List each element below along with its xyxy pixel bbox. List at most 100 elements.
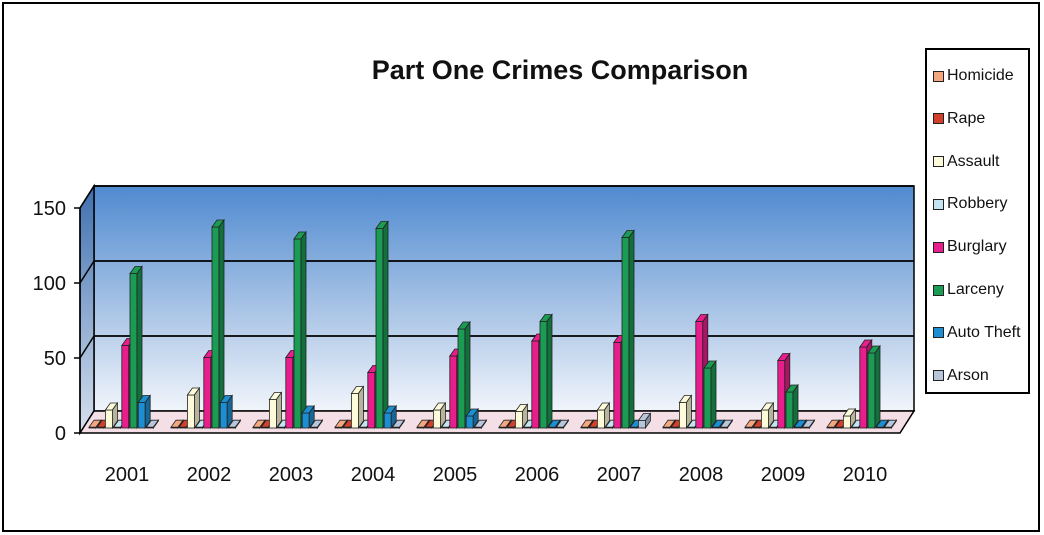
bar-side: [308, 404, 315, 430]
bar-front: [129, 273, 138, 429]
bar-side: [833, 418, 840, 430]
bar-side: [628, 229, 635, 430]
bar-front: [539, 321, 548, 429]
legend-item: Rape: [933, 109, 985, 129]
bar-front: [375, 228, 384, 429]
bar-side: [234, 418, 241, 430]
bar-side: [522, 403, 528, 430]
bar-side: [144, 394, 151, 430]
x-tick-label: 2007: [597, 464, 642, 486]
bar: [227, 418, 242, 430]
bar-front: [703, 367, 712, 429]
bar-side: [300, 230, 307, 430]
bar: [383, 404, 397, 430]
x-tick-label: 2008: [679, 464, 724, 486]
bar-side: [546, 313, 553, 430]
bar: [801, 418, 816, 430]
bar-front: [449, 355, 458, 429]
bar-front: [301, 412, 310, 429]
bar: [875, 418, 889, 430]
x-tick-label: 2001: [105, 464, 150, 486]
bar-front: [761, 409, 769, 429]
bar-side: [390, 404, 397, 430]
bar: [596, 401, 611, 430]
gridline-side: [79, 260, 95, 284]
bar: [293, 230, 307, 430]
bar: [104, 401, 119, 430]
bar-front: [211, 226, 220, 429]
bar: [555, 418, 570, 430]
bar: [621, 229, 635, 430]
x-tick-label: 2002: [187, 464, 232, 486]
bar: [334, 418, 348, 430]
legend-item: Assault: [933, 152, 999, 172]
bar: [473, 418, 488, 430]
bar-side: [152, 418, 159, 430]
bar-front: [531, 340, 540, 429]
bar: [145, 418, 160, 430]
x-tick-label: 2004: [351, 464, 396, 486]
bar-side: [669, 418, 676, 430]
bar-side: [505, 418, 512, 430]
bar-side: [563, 418, 569, 430]
bar-side: [554, 418, 561, 430]
bar: [498, 418, 512, 430]
bar-front: [785, 391, 794, 429]
bar: [211, 218, 225, 430]
bar: [547, 418, 561, 430]
bar-side: [316, 418, 323, 430]
legend: Homicide Rape Assault Robbery Burglary Larcen…: [925, 48, 1030, 394]
bar-front: [621, 237, 630, 429]
bar-side: [218, 218, 225, 430]
bar: [301, 404, 315, 430]
bar: [719, 418, 734, 430]
bar-side: [275, 391, 282, 430]
bar-side: [710, 359, 717, 430]
legend-label: Assault: [947, 152, 1000, 170]
legend-label: Larceny: [947, 281, 1004, 298]
bar-front: [613, 342, 622, 429]
bar: [268, 391, 283, 430]
bar-side: [645, 412, 651, 430]
bar: [350, 385, 365, 430]
bar: [129, 265, 143, 430]
y-tick-label: 0: [55, 423, 66, 445]
bar-front: [679, 402, 687, 429]
bar: [457, 320, 471, 430]
legend-swatch: [933, 370, 944, 382]
legend-item: Larceny: [933, 280, 1004, 300]
bar-side: [604, 401, 610, 430]
bar-side: [439, 401, 446, 430]
bar: [391, 418, 406, 430]
bar: [662, 418, 676, 430]
bar-front: [777, 360, 786, 429]
legend-label: Rape: [947, 109, 986, 127]
bar: [744, 418, 758, 430]
bar-side: [357, 385, 364, 430]
y-tick-label: 150: [33, 198, 66, 220]
bar-side: [193, 386, 200, 430]
bar-side: [95, 418, 102, 430]
legend-label: Burglary: [947, 238, 1007, 256]
bar: [514, 403, 529, 430]
bar: [785, 383, 799, 430]
bar-front: [285, 357, 294, 429]
gridline-side: [79, 185, 95, 209]
legend-item: Arson: [933, 366, 989, 386]
bar-side: [882, 418, 889, 430]
bar-front: [383, 412, 392, 429]
bar: [826, 418, 840, 430]
bar-front: [293, 238, 302, 429]
bar-side: [686, 394, 692, 430]
legend-item: Robbery: [933, 194, 1007, 214]
bar: [465, 407, 479, 430]
bar-front: [843, 415, 851, 429]
bar-side: [587, 418, 594, 430]
bar-front: [457, 328, 466, 429]
bar-front: [186, 394, 195, 429]
bar-side: [727, 418, 733, 430]
legend-swatch: [933, 113, 944, 125]
bar: [580, 418, 594, 430]
legend-swatch: [933, 241, 944, 253]
